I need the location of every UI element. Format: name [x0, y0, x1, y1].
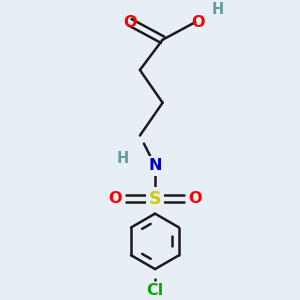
- Text: Cl: Cl: [146, 283, 164, 298]
- Text: O: O: [189, 191, 202, 206]
- Text: H: H: [212, 2, 224, 17]
- Text: N: N: [148, 158, 162, 173]
- Text: O: O: [123, 15, 136, 30]
- Text: O: O: [108, 191, 122, 206]
- Text: O: O: [191, 15, 205, 30]
- Text: H: H: [116, 151, 128, 166]
- Text: S: S: [149, 190, 161, 208]
